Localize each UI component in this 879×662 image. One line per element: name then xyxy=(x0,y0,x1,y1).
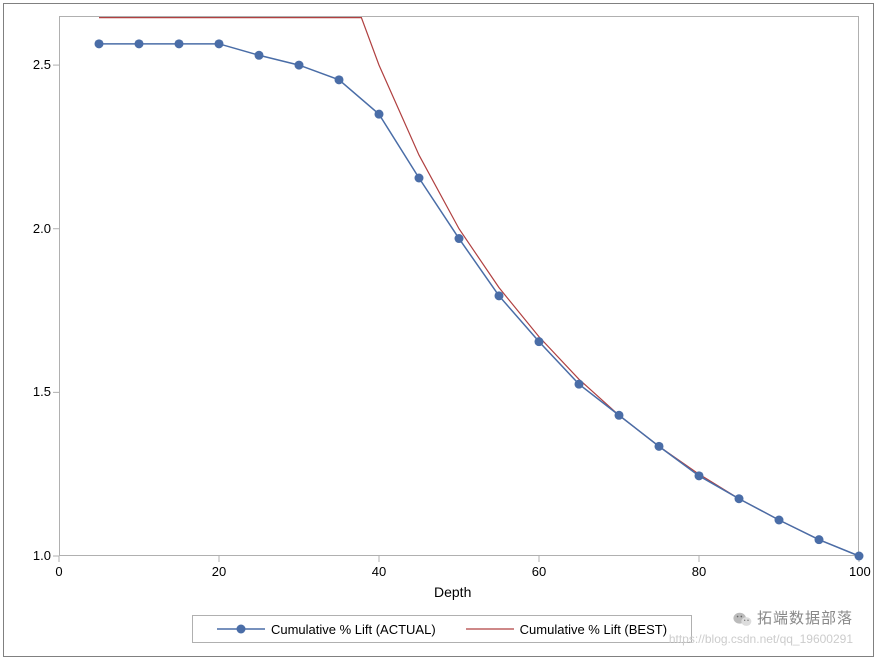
series-marker-actual xyxy=(375,110,384,119)
series-marker-actual xyxy=(495,291,504,300)
plot-area xyxy=(59,16,859,556)
series-marker-actual xyxy=(255,51,264,60)
x-tick-label: 60 xyxy=(529,564,549,579)
series-marker-actual xyxy=(295,61,304,70)
x-tick-label: 100 xyxy=(849,564,869,579)
series-marker-actual xyxy=(335,75,344,84)
chart-svg xyxy=(59,16,859,556)
x-tick-label: 40 xyxy=(369,564,389,579)
series-marker-actual xyxy=(415,174,424,183)
series-marker-actual xyxy=(615,411,624,420)
series-marker-actual xyxy=(775,516,784,525)
series-marker-actual xyxy=(855,552,864,561)
legend-item-actual: Cumulative % Lift (ACTUAL) xyxy=(217,622,436,637)
x-tick-label: 20 xyxy=(209,564,229,579)
legend-label: Cumulative % Lift (ACTUAL) xyxy=(271,622,436,637)
wechat-icon xyxy=(733,610,753,628)
x-tick-label: 0 xyxy=(49,564,69,579)
series-marker-actual xyxy=(135,39,144,48)
y-tick-label: 1.5 xyxy=(21,384,51,399)
series-line-best xyxy=(99,18,859,556)
watermark-cn-text: 拓端数据部落 xyxy=(757,610,853,627)
series-marker-actual xyxy=(95,39,104,48)
legend-label: Cumulative % Lift (BEST) xyxy=(520,622,667,637)
series-marker-actual xyxy=(735,494,744,503)
series-marker-actual xyxy=(695,471,704,480)
watermark-text: 拓端数据部落 xyxy=(733,607,853,628)
series-marker-actual xyxy=(455,234,464,243)
y-tick-label: 1.0 xyxy=(21,548,51,563)
y-tick-label: 2.0 xyxy=(21,221,51,236)
series-marker-actual xyxy=(535,337,544,346)
legend-swatch-icon xyxy=(217,623,265,635)
legend-item-best: Cumulative % Lift (BEST) xyxy=(466,622,667,637)
series-marker-actual xyxy=(215,39,224,48)
chart-frame: Depth 0 20 40 60 80 100 1.0 1.5 2.0 2.5 Cumulativ… xyxy=(3,3,874,657)
legend-swatch-icon xyxy=(466,623,514,635)
legend: Cumulative % Lift (ACTUAL) Cumulative % L… xyxy=(192,615,692,643)
x-tick-label: 80 xyxy=(689,564,709,579)
series-marker-actual xyxy=(575,380,584,389)
series-marker-actual xyxy=(175,39,184,48)
x-axis-label: Depth xyxy=(434,584,471,600)
series-line-actual xyxy=(99,44,859,556)
series-marker-actual xyxy=(815,535,824,544)
watermark-url: https://blog.csdn.net/qq_19600291 xyxy=(669,632,853,646)
y-tick-label: 2.5 xyxy=(21,57,51,72)
series-marker-actual xyxy=(655,442,664,451)
